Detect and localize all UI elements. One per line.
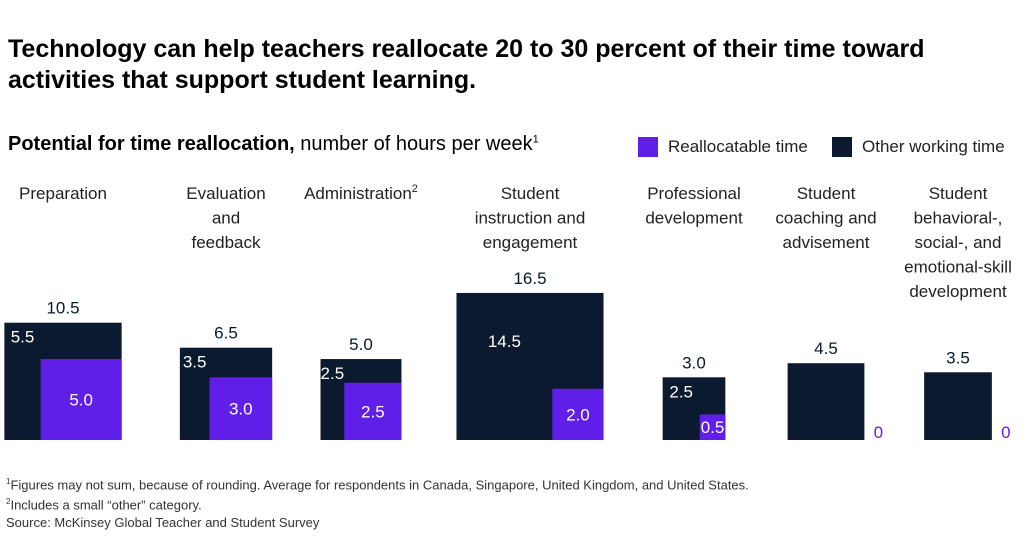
- cat-3-reallocatable-label: 2.5: [361, 402, 385, 421]
- footnotes: 1Figures may not sum, because of roundin…: [6, 473, 749, 531]
- cat-3-total-label: 5.0: [349, 335, 373, 354]
- cat-2-other-label: 3.5: [183, 353, 207, 372]
- cat-7-total-label: 3.5: [946, 348, 970, 367]
- subtitle-footnote-ref: 1: [532, 133, 539, 146]
- cat-6-reallocatable-label: 0: [874, 423, 883, 442]
- cat-5-reallocatable-square: [699, 414, 726, 440]
- footnote-1: 1Figures may not sum, because of roundin…: [6, 477, 749, 493]
- cat-6-label: Student coaching and advisement: [775, 184, 876, 252]
- cat-2-total-label: 6.5: [214, 324, 238, 343]
- cat-2-reallocatable-square: [209, 377, 273, 440]
- cat-5-other-label: 2.5: [669, 382, 693, 401]
- source-note: Source: McKinsey Global Teacher and Stud…: [6, 514, 320, 530]
- cat-4-reallocatable-square: [552, 388, 604, 440]
- legend-other: Other working time: [832, 137, 1005, 157]
- cat-7-total-square: [924, 372, 992, 440]
- cat-3-reallocatable-square: [344, 382, 402, 440]
- chart-subtitle: Potential for time reallocation, number …: [8, 133, 539, 156]
- cat-4-total-label: 16.5: [513, 269, 546, 288]
- legend-swatch-reallocatable: [638, 137, 658, 157]
- cat-1-label: Preparation: [19, 184, 107, 203]
- cat-4-reallocatable-label: 2.0: [566, 405, 590, 424]
- footnote-2: 2Includes a small “other” category.: [6, 497, 202, 513]
- cat-1-other-label: 5.5: [11, 328, 35, 347]
- legend-swatch-other: [832, 137, 852, 157]
- legend-label-other: Other working time: [862, 137, 1005, 156]
- cat-7-reallocatable-label: 0: [1001, 423, 1010, 442]
- legend-label-reallocatable: Reallocatable time: [668, 137, 808, 156]
- cat-7-label: Student behavioral-, social-, and emotional…: [904, 184, 1012, 301]
- subtitle-bold: Potential for time reallocation,: [8, 133, 295, 155]
- cat-6-total-square: [787, 363, 865, 440]
- subtitle-rest: number of hours per week: [294, 133, 533, 155]
- cat-2-reallocatable-label: 3.0: [229, 400, 253, 419]
- cat-3-other-label: 2.5: [321, 364, 345, 383]
- cat-6-total-label: 4.5: [814, 339, 838, 358]
- chart-title: Technology can help teachers reallocate …: [8, 35, 925, 94]
- cat-1-total-label: 10.5: [46, 299, 79, 318]
- cat-5-total-label: 3.0: [682, 353, 706, 372]
- cat-5-reallocatable-label: 0.5: [701, 418, 725, 437]
- legend-reallocatable: Reallocatable time: [638, 137, 808, 157]
- cat-4-label: Student instruction and engagement: [475, 184, 586, 252]
- cat-1-reallocatable-label: 5.0: [69, 391, 93, 410]
- chart-area: Preparation 10.5 5.0 5.5 Evaluation and feedba…: [4, 183, 1012, 442]
- cat-3-label: Administration2: [304, 183, 418, 203]
- cat-2-label: Evaluation and feedback: [186, 184, 265, 252]
- cat-1-reallocatable-square: [40, 359, 122, 440]
- cat-5-label: Professional development: [645, 184, 743, 228]
- cat-4-other-label: 14.5: [488, 332, 521, 351]
